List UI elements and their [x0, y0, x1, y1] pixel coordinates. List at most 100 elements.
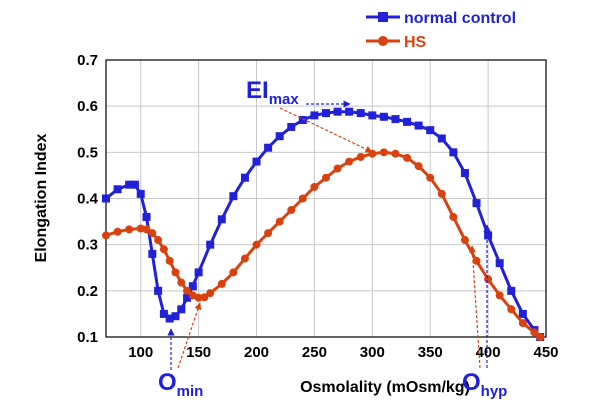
data-point-normal-control	[496, 259, 504, 267]
data-point-hs	[368, 150, 376, 158]
data-point-normal-control	[310, 111, 318, 119]
data-point-hs	[438, 190, 446, 198]
data-point-hs	[403, 154, 411, 162]
data-point-normal-control	[137, 190, 145, 198]
data-point-normal-control	[438, 134, 446, 142]
y-tick-label: 0.6	[77, 98, 98, 115]
data-point-normal-control	[218, 215, 226, 223]
data-point-normal-control	[276, 132, 284, 140]
data-point-hs	[206, 289, 214, 297]
data-point-hs	[473, 257, 481, 265]
data-point-hs	[171, 268, 179, 276]
x-tick-label: 150	[186, 344, 211, 361]
data-point-hs	[357, 153, 365, 161]
data-point-hs	[536, 333, 544, 341]
x-tick-label: 250	[302, 344, 327, 361]
data-point-hs	[177, 279, 185, 287]
x-tick-label: 300	[360, 344, 385, 361]
y-tick-label: 0.1	[77, 329, 98, 346]
x-tick-label: 350	[418, 344, 443, 361]
series-line-normal-control	[106, 112, 540, 337]
legend-label-normal-control: normal control	[404, 10, 516, 27]
data-point-hs	[334, 164, 342, 172]
data-point-hs	[461, 236, 469, 244]
data-point-hs	[160, 245, 168, 253]
x-tick-label: 450	[533, 344, 558, 361]
data-point-normal-control	[415, 122, 423, 130]
data-point-hs	[166, 257, 174, 265]
data-point-normal-control	[241, 174, 249, 182]
data-point-hs	[519, 319, 527, 327]
data-point-normal-control	[148, 250, 156, 258]
data-point-normal-control	[334, 108, 342, 116]
data-point-normal-control	[131, 181, 139, 189]
data-point-normal-control	[391, 115, 399, 123]
y-tick-label: 0.2	[77, 283, 98, 300]
data-point-normal-control	[195, 268, 203, 276]
data-point-normal-control	[322, 109, 330, 117]
data-point-hs	[415, 162, 423, 170]
data-point-normal-control	[484, 231, 492, 239]
data-point-normal-control	[102, 195, 110, 203]
data-point-normal-control	[229, 192, 237, 200]
data-point-hs	[496, 291, 504, 299]
data-point-normal-control	[368, 111, 376, 119]
grid-lines	[106, 60, 546, 337]
data-point-normal-control	[143, 213, 151, 221]
legend-marker-normal-control	[378, 12, 388, 22]
data-point-normal-control	[519, 310, 527, 318]
data-point-normal-control	[426, 126, 434, 134]
y-tick-label: 0.3	[77, 237, 98, 254]
x-tick-label: 100	[128, 344, 153, 361]
data-point-hs	[299, 195, 307, 203]
y-tick-label: 0.4	[77, 191, 99, 208]
data-point-normal-control	[449, 148, 457, 156]
data-point-normal-control	[154, 287, 162, 295]
data-point-normal-control	[345, 108, 353, 116]
legend: normal control HS	[366, 10, 516, 51]
data-point-normal-control	[357, 109, 365, 117]
annotation-o-min-label: Omin	[158, 369, 203, 400]
data-point-normal-control	[206, 241, 214, 249]
data-point-normal-control	[380, 113, 388, 121]
data-point-normal-control	[171, 312, 179, 320]
data-point-normal-control	[114, 185, 122, 193]
annotation-ei-max-label: EImax	[246, 77, 299, 108]
data-point-normal-control	[473, 199, 481, 207]
data-point-hs	[449, 213, 457, 221]
data-point-hs	[310, 183, 318, 191]
legend-marker-hs	[378, 36, 388, 46]
data-point-hs	[102, 231, 110, 239]
y-tick-label: 0.5	[77, 144, 98, 161]
data-point-hs	[125, 225, 133, 233]
data-point-normal-control	[507, 287, 515, 295]
x-axis-title: Osmolality (mOsm/kg)	[300, 379, 470, 396]
data-point-hs	[218, 280, 226, 288]
data-point-hs	[391, 150, 399, 158]
series-normal-control	[102, 108, 544, 341]
data-point-hs	[507, 305, 515, 313]
y-axis-title: Elongation Index	[33, 133, 50, 262]
data-point-normal-control	[264, 144, 272, 152]
annotation-o-hyp: Ohyp	[462, 225, 507, 400]
y-tick-label: 0.7	[77, 52, 98, 69]
tick-labels: 100 150 200 250 300 350 400 450 0.1 0.2 0.3 0.4 0.5 0…	[77, 52, 558, 361]
data-point-hs	[154, 236, 162, 244]
data-point-hs	[264, 229, 272, 237]
data-point-hs	[380, 148, 388, 156]
data-point-hs	[241, 255, 249, 263]
data-point-hs	[322, 174, 330, 182]
data-point-normal-control	[461, 169, 469, 177]
data-point-hs	[229, 268, 237, 276]
annotation-o-hyp-label: Ohyp	[462, 369, 507, 400]
x-tick-label: 200	[244, 344, 269, 361]
data-point-hs	[276, 218, 284, 226]
data-point-hs	[345, 158, 353, 166]
data-point-hs	[253, 241, 261, 249]
data-point-hs	[114, 228, 122, 236]
data-point-normal-control	[177, 305, 185, 313]
data-point-normal-control	[253, 158, 261, 166]
data-point-normal-control	[403, 118, 411, 126]
data-point-hs	[484, 275, 492, 283]
